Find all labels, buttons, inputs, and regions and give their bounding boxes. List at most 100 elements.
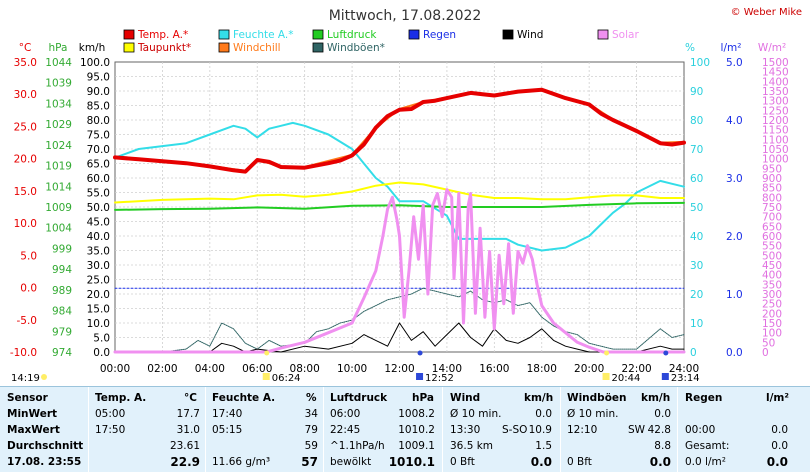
x-tick-label: 18:00 bbox=[527, 363, 557, 375]
x-tick-label: 12:00 bbox=[384, 363, 414, 375]
series-line-solar bbox=[113, 188, 686, 354]
table-cell-g-dir: SW bbox=[628, 424, 646, 436]
axis-unit-hum: % bbox=[685, 42, 695, 54]
humidity-tick-label: 0 bbox=[690, 347, 697, 359]
table-cell-r-val: 0.0 bbox=[771, 440, 788, 452]
chart-markers: 14:19 06:24 20:44 12:52 23:14 bbox=[11, 350, 700, 384]
solar-tick-label: 1300 bbox=[762, 96, 789, 108]
header-temp: Temp. A. bbox=[95, 392, 147, 404]
table-cell-w-lbl: 0 Bft bbox=[450, 456, 475, 468]
legend-label: Wind bbox=[517, 29, 543, 41]
temp-tick-label: 25.0 bbox=[14, 121, 37, 133]
table-cell-p-val: 1009.1 bbox=[398, 440, 435, 452]
x-tick-label: 24:00 bbox=[669, 363, 699, 375]
header-gust-unit: km/h bbox=[641, 392, 671, 404]
solar-tick-label: 500 bbox=[762, 250, 782, 262]
table-cell-p-time: ^1.1hPa/h bbox=[330, 440, 385, 452]
chart-series bbox=[113, 87, 686, 354]
table-row: 17.08. 23:55 22.9 11.66 g/m³ 57 bewölkt 1010.… bbox=[0, 455, 810, 469]
sunrise-symbol bbox=[262, 373, 270, 380]
wind-tick-label: 85.0 bbox=[87, 101, 110, 113]
axis-ticks: 35.0 30.0 25.0 20.0 15.0 10.0 5.0 0.0 -5.0 -10.0 1… bbox=[10, 57, 789, 375]
pressure-tick-label: 1004 bbox=[45, 223, 72, 235]
solar-tick-label: 150 bbox=[762, 318, 782, 330]
solar-tick-label: 50 bbox=[762, 337, 775, 349]
table-divider bbox=[205, 387, 206, 472]
sunset-icon bbox=[604, 350, 610, 356]
solar-tick-label: 200 bbox=[762, 308, 782, 320]
table-cell-r-val: 0.0 bbox=[771, 424, 788, 436]
sunset-symbol bbox=[602, 373, 610, 380]
x-tick-label: 04:00 bbox=[195, 363, 225, 375]
series-line-feuchte-a bbox=[114, 121, 685, 252]
humidity-tick-label: 60 bbox=[690, 173, 703, 185]
solar-tick-label: 1450 bbox=[762, 67, 789, 79]
solar-tick-label: 700 bbox=[762, 212, 782, 224]
table-row: MinWert 05:00 17.7 17:40 34 06:00 1008.2 Ø 10 m… bbox=[0, 407, 810, 421]
solar-tick-label: 1150 bbox=[762, 125, 789, 137]
pressure-tick-label: 1044 bbox=[45, 57, 72, 69]
solar-tick-label: 850 bbox=[762, 183, 782, 195]
solar-tick-label: 1400 bbox=[762, 76, 789, 88]
table-cell-w-val: 0.0 bbox=[535, 408, 552, 420]
table-row: MaxWert 17:50 31.0 05:15 79 22:45 1010.2 13:30 S… bbox=[0, 423, 810, 437]
moonrise-icon bbox=[663, 350, 669, 356]
legend-swatch bbox=[597, 29, 609, 40]
legend-label: Taupunkt* bbox=[137, 42, 191, 54]
weather-chart: Mittwoch, 17.08.2022 © Weber Mike Temp. … bbox=[10, 7, 802, 384]
rain-tick-label: 0.0 bbox=[726, 347, 743, 359]
table-cell-h-val: 79 bbox=[304, 424, 318, 436]
sunrise-icon bbox=[264, 350, 270, 356]
solar-tick-label: 750 bbox=[762, 202, 782, 214]
wind-tick-label: 25.0 bbox=[87, 275, 110, 287]
solar-tick-label: 950 bbox=[762, 163, 782, 175]
axis-unit-labels: °C hPa km/h% l/m² W/m² bbox=[19, 42, 786, 54]
wind-tick-label: 80.0 bbox=[87, 115, 110, 127]
table-cell-w-lbl: Ø 10 min. bbox=[450, 408, 502, 420]
sunset-time: 20:44 bbox=[612, 373, 641, 384]
solar-tick-label: 1250 bbox=[762, 105, 789, 117]
solar-tick-label: 300 bbox=[762, 289, 782, 301]
x-tick-label: 08:00 bbox=[290, 363, 320, 375]
table-cell-h-time: 11.66 g/m³ bbox=[212, 456, 271, 468]
pressure-tick-label: 979 bbox=[52, 326, 72, 338]
header-temp-unit: °C bbox=[184, 392, 197, 404]
temp-tick-label: -10.0 bbox=[10, 347, 37, 359]
series-line-temp-a bbox=[113, 87, 686, 174]
humidity-tick-label: 50 bbox=[690, 202, 703, 214]
wind-tick-label: 60.0 bbox=[87, 173, 110, 185]
table-cell-label: 17.08. 23:55 bbox=[7, 456, 82, 468]
table-cell-p-time: bewölkt bbox=[330, 456, 372, 468]
wind-tick-label: 55.0 bbox=[87, 188, 110, 200]
temp-tick-label: 30.0 bbox=[14, 89, 37, 101]
pressure-tick-label: 989 bbox=[52, 285, 72, 297]
axis-unit-press: hPa bbox=[49, 42, 68, 54]
legend-label: Feuchte A.* bbox=[233, 29, 294, 41]
table-cell-r-lbl: 00:00 bbox=[685, 424, 716, 436]
legend-swatch bbox=[123, 42, 135, 53]
legend-label: Temp. A.* bbox=[137, 29, 188, 41]
copyright-text: © Weber Mike bbox=[731, 7, 802, 18]
header-rain-unit: l/m² bbox=[766, 392, 789, 404]
header-pressure-unit: hPa bbox=[412, 392, 434, 404]
header-rain: Regen bbox=[685, 392, 723, 404]
wind-tick-label: 20.0 bbox=[87, 289, 110, 301]
table-cell-label: MinWert bbox=[7, 408, 58, 420]
wind-tick-label: 10.0 bbox=[87, 318, 110, 330]
legend-swatch bbox=[218, 42, 230, 53]
x-tick-label: 00:00 bbox=[100, 363, 130, 375]
table-cell-w-val: 1.5 bbox=[535, 440, 552, 452]
summary-table: Sensor Temp. A. °C Feuchte A. % Luftdruc… bbox=[0, 386, 810, 472]
solar-tick-label: 800 bbox=[762, 192, 782, 204]
pressure-tick-label: 974 bbox=[52, 347, 72, 359]
legend-swatch bbox=[123, 29, 135, 40]
header-gust: Windböen bbox=[567, 392, 627, 404]
header-humidity-unit: % bbox=[306, 392, 317, 404]
humidity-tick-label: 70 bbox=[690, 144, 703, 156]
header-sensor: Sensor bbox=[7, 392, 48, 404]
solar-tick-label: 1500 bbox=[762, 57, 789, 69]
solar-tick-label: 1350 bbox=[762, 86, 789, 98]
temp-tick-label: 5.0 bbox=[20, 250, 37, 262]
series-line-taupunkt bbox=[114, 181, 685, 204]
rain-tick-label: 4.0 bbox=[726, 115, 743, 127]
